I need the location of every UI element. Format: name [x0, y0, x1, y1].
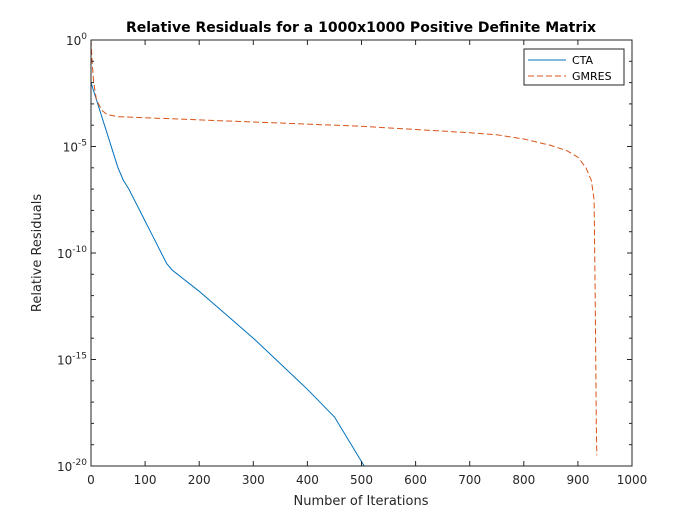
y-tick-label: 10-20: [57, 458, 87, 474]
series-line-cta: [91, 82, 365, 466]
x-tick-label: 900: [566, 473, 589, 487]
y-tick-label: 10-15: [57, 352, 87, 368]
x-tick-label: 1000: [617, 473, 648, 487]
x-tick-label: 500: [350, 473, 373, 487]
x-tick-label: 200: [188, 473, 211, 487]
x-tick-label: 800: [512, 473, 535, 487]
x-tick-label: 100: [134, 473, 157, 487]
legend-label-cta: CTA: [572, 54, 594, 67]
plot-area: [91, 40, 598, 466]
axes: 0 100 200 300 400 500 600 700 800 900 1000 10-20 10-…: [57, 32, 647, 487]
x-tick-label: 400: [296, 473, 319, 487]
series-line-gmres: [91, 40, 598, 456]
y-tick-label: 10-5: [63, 139, 87, 155]
y-tick-label: 10-10: [57, 245, 87, 261]
legend-label-gmres: GMRES: [572, 70, 612, 83]
x-tick-label: 600: [404, 473, 427, 487]
x-tick-label: 700: [458, 473, 481, 487]
y-axis-title: Relative Residuals: [30, 194, 45, 312]
chart-title: Relative Residuals for a 1000x1000 Posit…: [126, 20, 596, 36]
x-tick-label: 0: [87, 473, 95, 487]
legend: CTA GMRES: [523, 48, 625, 86]
y-tick-label: 100: [66, 32, 87, 48]
x-tick-label: 300: [242, 473, 265, 487]
legend-box: [523, 48, 625, 86]
x-axis-title: Number of Iterations: [294, 494, 429, 509]
axes-box: [90, 39, 633, 467]
